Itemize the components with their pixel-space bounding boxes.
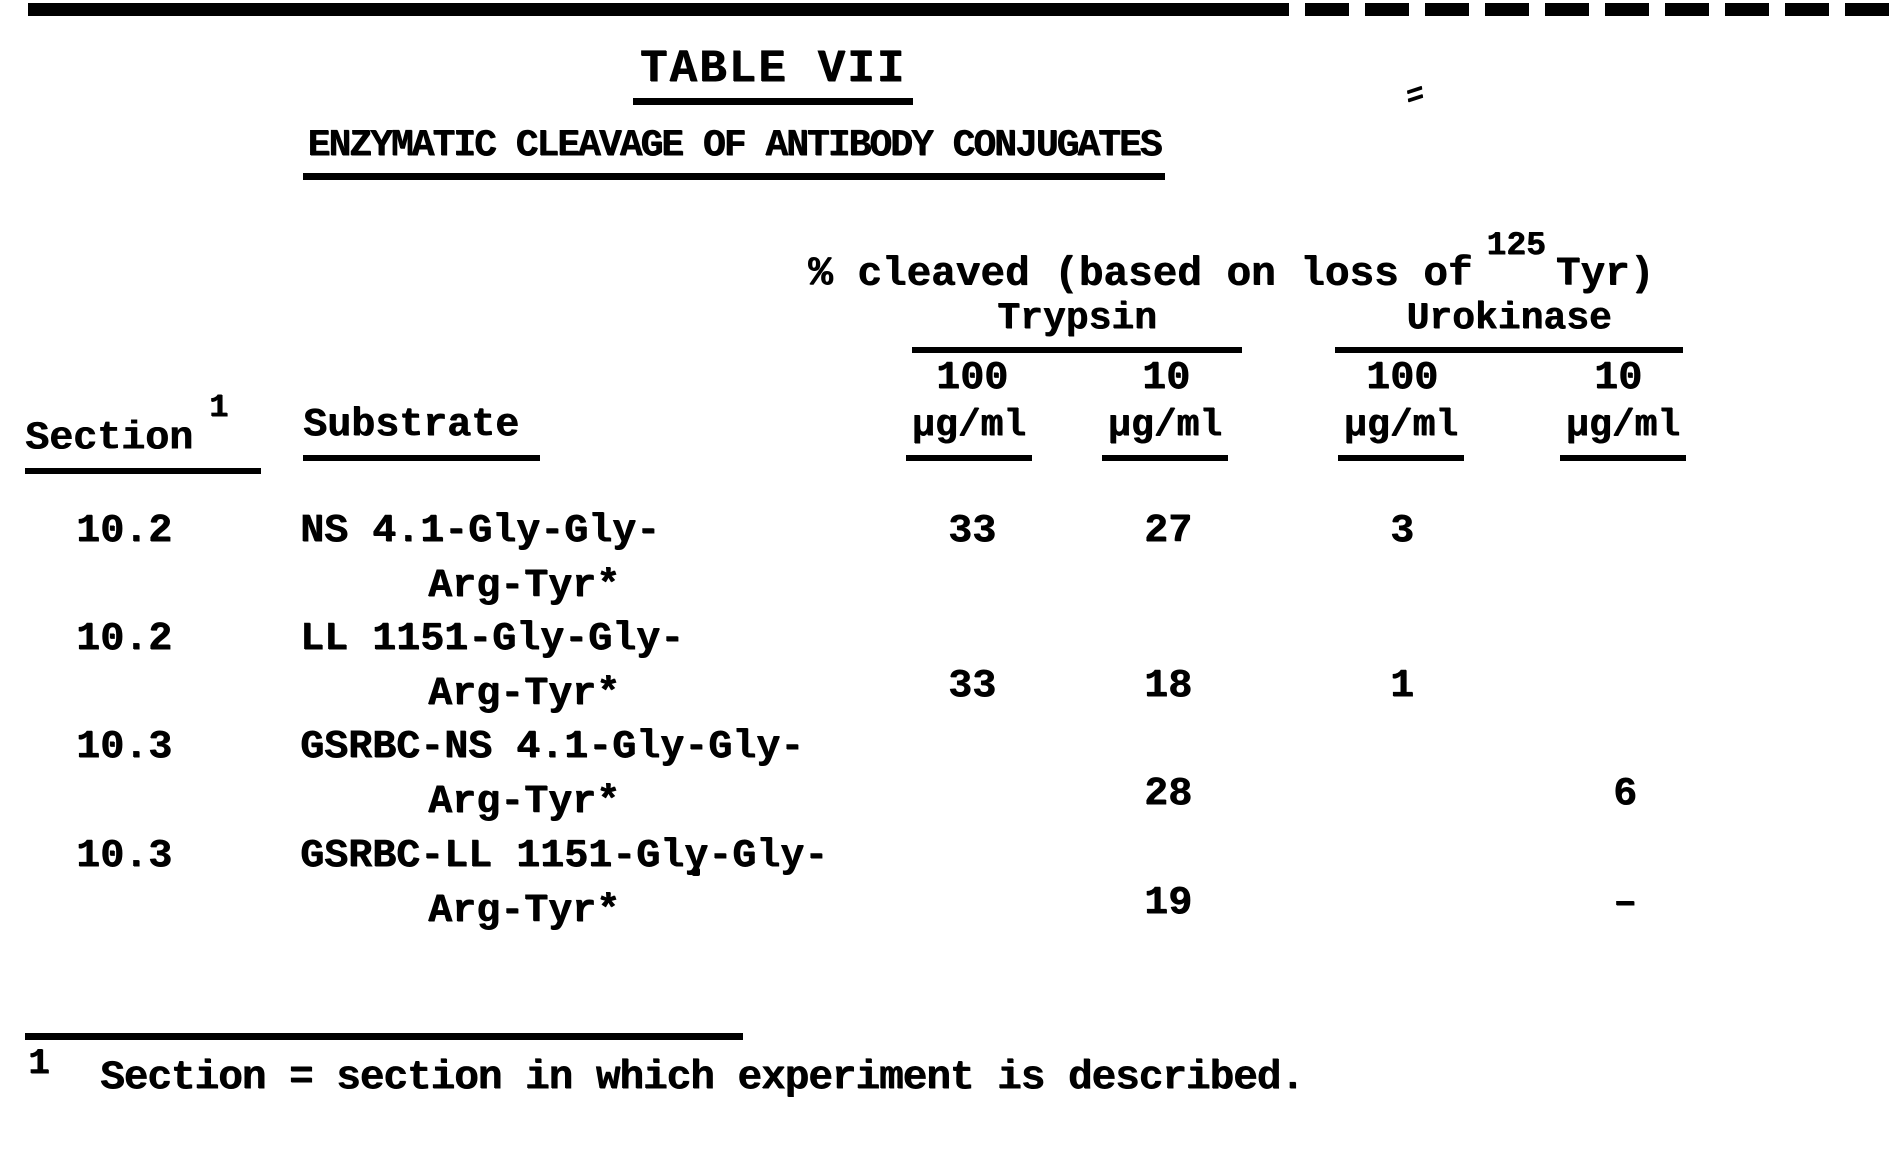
table-row: 10.3 GSRBC-NS 4.1-Gly-Gly- Arg-Tyr* 28 6 bbox=[0, 724, 1900, 836]
concentration-label-trypsin-100: 100 bbox=[935, 356, 1008, 401]
section-header-footnote-marker: 1 bbox=[209, 389, 229, 426]
substrate-line2: Arg-Tyr* bbox=[428, 672, 621, 717]
value-trypsin-100: 33 bbox=[947, 509, 996, 554]
footnote-text: Section = section in which experiment is… bbox=[100, 1055, 1305, 1101]
value-trypsin-10: 18 bbox=[1143, 664, 1192, 709]
substrate-line2: Arg-Tyr* bbox=[428, 780, 621, 825]
table-subtitle: ENZYMATIC CLEAVAGE OF ANTIBODY CONJUGATE… bbox=[303, 122, 1165, 180]
value-urokinase-100: 1 bbox=[1389, 664, 1414, 709]
section-cell: 10.3 bbox=[75, 725, 172, 770]
value-trypsin-10: 19 bbox=[1143, 881, 1192, 926]
isotope-superscript: 125 bbox=[1486, 227, 1546, 264]
top-border-dashed bbox=[1245, 3, 1900, 16]
scan-artifact-equals: = bbox=[1404, 76, 1426, 118]
section-column-header: Section 1 bbox=[25, 389, 261, 475]
footnote-rule bbox=[25, 1033, 743, 1040]
substrate-line1: LL 1151-Gly-Gly- bbox=[300, 617, 685, 662]
unit-label: µg/ml bbox=[1102, 402, 1228, 461]
table-row: 10.2 NS 4.1-Gly-Gly- Arg-Tyr* 33 27 3 bbox=[0, 508, 1900, 620]
section-cell: 10.2 bbox=[75, 509, 172, 554]
table-row: 10.3 GSRBC-LL 1151-Gly-Gly- Arg-Tyr* 19 … bbox=[0, 833, 1900, 945]
concentration-label-urokinase-10: 10 bbox=[1593, 356, 1642, 401]
section-cell: 10.2 bbox=[75, 617, 172, 662]
enzyme-header-urokinase: Urokinase bbox=[1335, 294, 1683, 353]
value-trypsin-100: 33 bbox=[947, 664, 996, 709]
unit-label: µg/ml bbox=[906, 402, 1032, 461]
unit-label: µg/ml bbox=[1560, 402, 1686, 461]
value-urokinase-100: 3 bbox=[1389, 509, 1414, 554]
percent-cleaved-suffix: Tyr) bbox=[1555, 251, 1655, 298]
percent-cleaved-header: % cleaved (based on loss of 125Tyr) bbox=[808, 227, 1655, 299]
table-title: TABLE VII bbox=[633, 46, 913, 105]
substrate-line1: GSRBC-NS 4.1-Gly-Gly- bbox=[300, 725, 805, 770]
scan-artifact-speck bbox=[692, 868, 700, 876]
section-cell: 10.3 bbox=[75, 834, 172, 879]
substrate-column-header: Substrate bbox=[303, 402, 540, 461]
value-urokinase-10: 6 bbox=[1612, 772, 1637, 817]
table-row: 10.2 LL 1151-Gly-Gly- Arg-Tyr* 33 18 1 bbox=[0, 616, 1900, 728]
section-header-label: Section bbox=[25, 416, 194, 462]
substrate-line1: NS 4.1-Gly-Gly- bbox=[300, 509, 661, 554]
enzyme-header-trypsin: Trypsin bbox=[912, 294, 1242, 353]
value-urokinase-10: – bbox=[1612, 881, 1637, 926]
substrate-line2: Arg-Tyr* bbox=[428, 889, 621, 934]
value-trypsin-10: 28 bbox=[1143, 772, 1192, 817]
concentration-label-trypsin-10: 10 bbox=[1141, 356, 1190, 401]
substrate-line1: GSRBC-LL 1151-Gly-Gly- bbox=[300, 834, 829, 879]
value-trypsin-10: 27 bbox=[1143, 509, 1192, 554]
percent-cleaved-prefix: % cleaved (based on loss of bbox=[808, 251, 1473, 298]
concentration-label-urokinase-100: 100 bbox=[1365, 356, 1438, 401]
unit-label: µg/ml bbox=[1338, 402, 1464, 461]
footnote-marker: 1 bbox=[28, 1043, 50, 1084]
substrate-line2: Arg-Tyr* bbox=[428, 564, 621, 609]
top-border-solid bbox=[28, 3, 1245, 16]
